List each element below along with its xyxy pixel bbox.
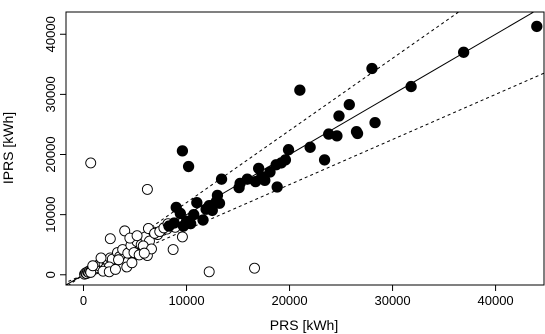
filled-point-34	[318, 154, 331, 166]
x-tick-label-10000: 10000	[168, 293, 204, 308]
filled-point-32	[294, 84, 306, 96]
filled-point-42	[369, 116, 381, 129]
x-tick-label-20000: 20000	[271, 293, 307, 308]
open-point-67	[203, 266, 215, 278]
filled-point-28	[271, 181, 283, 193]
filled-point-43	[405, 80, 417, 93]
filled-point-17	[213, 197, 226, 209]
open-point-46	[131, 230, 143, 242]
open-point-23	[87, 260, 99, 272]
y-axis: 0 10000 20000 30000 40000	[43, 16, 67, 278]
open-point-43	[113, 254, 124, 266]
bound-line-2	[66, 72, 544, 283]
filled-point-33	[304, 141, 316, 153]
open-point-63	[167, 244, 179, 255]
y-tick-label-10000: 10000	[43, 197, 58, 233]
filled-point-30	[279, 154, 292, 166]
filled-point-18	[215, 173, 228, 185]
y-tick-label-0: 0	[43, 271, 58, 278]
x-tick-label-40000: 40000	[478, 293, 514, 308]
filled-point-45	[531, 20, 543, 33]
filled-point-36	[331, 130, 343, 142]
data-points	[79, 20, 543, 280]
open-point-68	[249, 262, 260, 274]
filled-point-41	[366, 62, 378, 75]
x-axis: 0 10000 20000 30000 40000	[80, 284, 514, 308]
y-tick-label-20000: 20000	[43, 136, 58, 172]
x-tick-label-30000: 30000	[374, 293, 410, 308]
filled-point-40	[351, 127, 364, 140]
x-tick-label-0: 0	[80, 293, 87, 308]
filled-point-3	[174, 207, 186, 220]
x-axis-label: PRS [kWh]	[270, 317, 338, 333]
filled-point-38	[343, 98, 355, 111]
open-point-53	[109, 263, 121, 275]
open-point-55	[126, 257, 138, 269]
open-point-64	[176, 231, 188, 243]
open-point-50	[104, 233, 116, 245]
filled-point-9	[188, 208, 200, 221]
filled-point-31	[282, 144, 295, 156]
filled-point-7	[182, 160, 195, 173]
open-point-57	[138, 247, 150, 259]
open-point-24	[95, 252, 107, 264]
filled-point-10	[191, 196, 203, 209]
open-point-65	[85, 157, 97, 169]
filled-point-1	[168, 217, 180, 229]
filled-point-25	[259, 174, 271, 187]
y-axis-label: IPRS [kWh]	[0, 112, 16, 184]
y-tick-label-30000: 30000	[43, 76, 58, 112]
open-point-66	[141, 183, 153, 195]
y-tick-label-40000: 40000	[43, 16, 58, 52]
filled-point-26	[264, 166, 276, 178]
filled-point-44	[457, 46, 470, 58]
filled-point-37	[333, 110, 345, 122]
filled-point-5	[176, 145, 189, 157]
filled-point-11	[197, 214, 209, 226]
